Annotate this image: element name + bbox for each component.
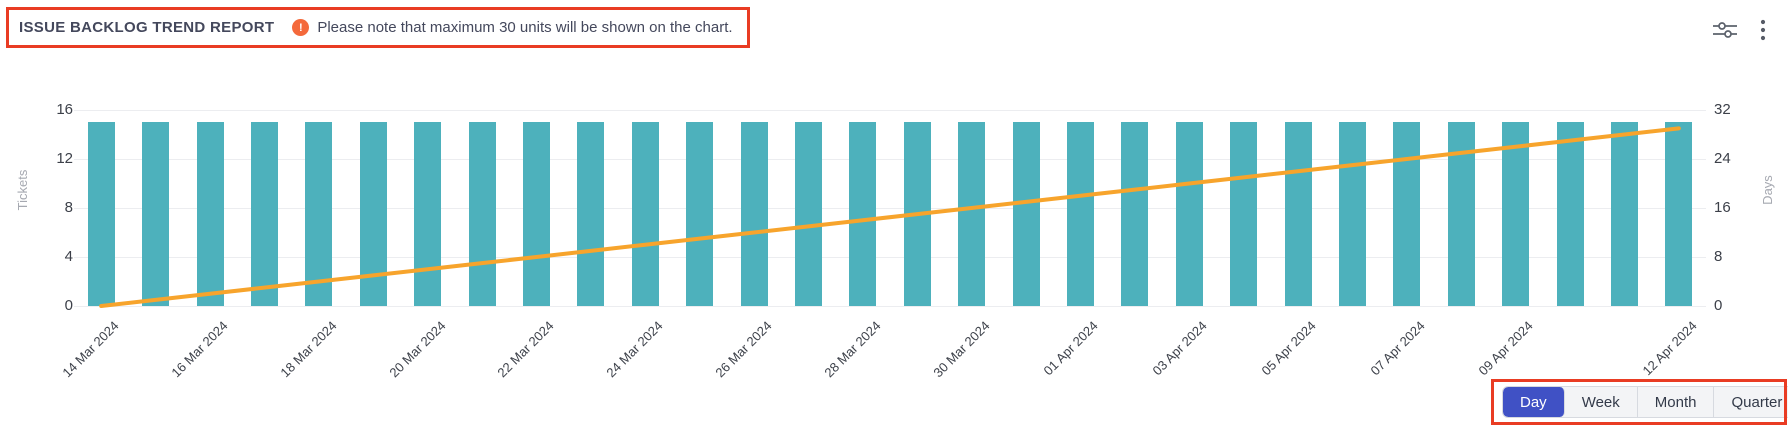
bar[interactable] <box>849 122 877 306</box>
bar[interactable] <box>1012 122 1040 306</box>
gridline <box>74 208 1706 209</box>
bar[interactable] <box>1230 122 1258 306</box>
y-axis-tick-left: 0 <box>64 297 73 314</box>
gridline <box>74 159 1706 160</box>
bar[interactable] <box>958 122 986 306</box>
y-axis-tick-left: 4 <box>64 248 73 265</box>
bar[interactable] <box>414 122 442 306</box>
y-axis-tick-right: 16 <box>1714 199 1731 216</box>
granularity-toggle: Day Week Month Quarter <box>1502 386 1788 418</box>
gridline <box>74 110 1706 111</box>
gridline <box>74 306 1706 307</box>
bar[interactable] <box>686 122 714 306</box>
bar[interactable] <box>740 122 768 306</box>
chart-note: Please note that maximum 30 units will b… <box>317 19 733 36</box>
filter-sliders-icon[interactable] <box>1712 21 1738 44</box>
bar[interactable] <box>1284 122 1312 306</box>
annotation-box-title: ISSUE BACKLOG TREND REPORT ! Please note… <box>6 7 750 48</box>
bar[interactable] <box>1665 122 1693 306</box>
bar[interactable] <box>1121 122 1149 306</box>
bar[interactable] <box>522 122 550 306</box>
bar[interactable] <box>142 122 170 306</box>
y-axis-tick-left: 16 <box>56 101 73 118</box>
bar[interactable] <box>87 122 115 306</box>
y-axis-tick-right: 0 <box>1714 297 1723 314</box>
bar[interactable] <box>1610 122 1638 306</box>
bar[interactable] <box>794 122 822 306</box>
kebab-menu-icon[interactable] <box>1760 18 1766 47</box>
y-axis-tick-right: 8 <box>1714 248 1723 265</box>
bar[interactable] <box>1338 122 1366 306</box>
granularity-week-button[interactable]: Week <box>1564 387 1638 417</box>
bar[interactable] <box>1393 122 1421 306</box>
y-axis-tick-left: 8 <box>64 199 73 216</box>
alert-circle-icon: ! <box>292 19 310 36</box>
bar[interactable] <box>250 122 278 306</box>
bar[interactable] <box>196 122 224 306</box>
granularity-month-button[interactable]: Month <box>1637 387 1715 417</box>
page-title: ISSUE BACKLOG TREND REPORT <box>19 19 275 36</box>
bar[interactable] <box>1066 122 1094 306</box>
y-axis-tick-right: 24 <box>1714 150 1731 167</box>
bar[interactable] <box>1175 122 1203 306</box>
bar[interactable] <box>305 122 333 306</box>
y-axis-tick-left: 12 <box>56 150 73 167</box>
granularity-quarter-button[interactable]: Quarter <box>1714 387 1788 417</box>
trend-line <box>99 126 1681 308</box>
bar[interactable] <box>1556 122 1584 306</box>
bar[interactable] <box>577 122 605 306</box>
bar[interactable] <box>468 122 496 306</box>
bar[interactable] <box>1502 122 1530 306</box>
bar[interactable] <box>631 122 659 306</box>
gridline <box>74 257 1706 258</box>
y-axis-tick-right: 32 <box>1714 101 1731 118</box>
granularity-day-button[interactable]: Day <box>1503 387 1565 417</box>
